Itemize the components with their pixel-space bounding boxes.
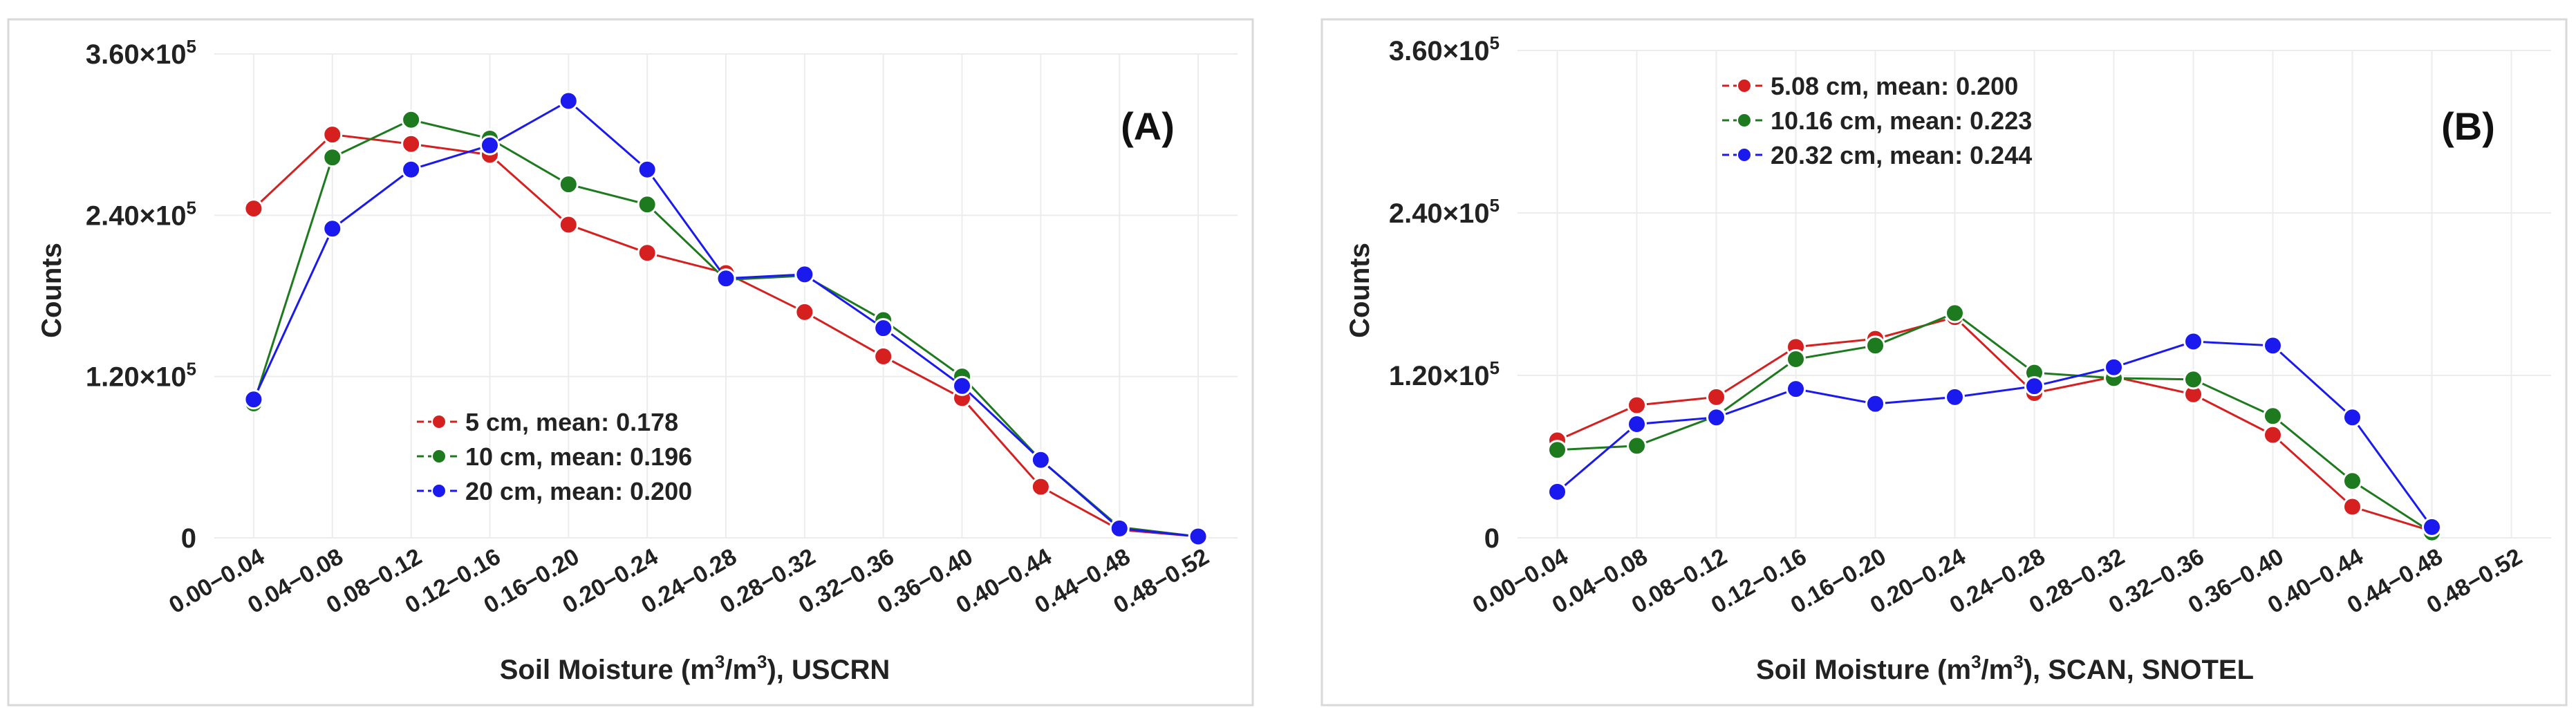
panel-a-series-2-point	[401, 159, 422, 180]
panel-a-series-2-point	[952, 375, 973, 396]
panel-a-series-2-point	[322, 218, 343, 239]
panel-b: (B) Counts Soil Moisture (m3/m3), SCAN, …	[1320, 18, 2568, 707]
panel-b-series-1-point	[1865, 335, 1885, 356]
panel-b-legend-label: 10.16 cm, mean: 0.223	[1771, 106, 2032, 135]
panel-b-series-2-point	[1706, 407, 1726, 428]
panel-b-legend-label: 20.32 cm, mean: 0.244	[1771, 141, 2032, 169]
panel-a-series-2-point	[637, 159, 657, 180]
panel-b-series-2-point	[2104, 357, 2124, 377]
panel-a-series-2-point	[873, 318, 894, 339]
panel-b-y-tick-label: 1.20×105	[1389, 357, 1500, 391]
panel-a-series-0-point	[794, 301, 815, 322]
panel-b-series-0-point	[1627, 395, 1647, 415]
panel-a-series-1-point	[322, 147, 343, 168]
panel-b-series-2-point	[2183, 331, 2203, 352]
panel-b-series-2-point	[1945, 386, 1965, 407]
panel-b-y-tick-label: 0	[1484, 523, 1500, 554]
panel-a-series-0-point	[401, 133, 422, 154]
panel-b-series-line-2	[1556, 340, 2433, 528]
panel-b-series-2-point	[2342, 407, 2362, 428]
panel-b-label: (B)	[2441, 104, 2495, 148]
panel-b-series-1-point	[2183, 369, 2203, 390]
panel-b-legend: 5.08 cm, mean: 0.200 10.16 cm, mean: 0.22…	[1722, 72, 2032, 169]
panel-a-series-2-point	[243, 389, 264, 410]
panel-a-legend-marker	[431, 449, 447, 464]
panel-a-legend: 5 cm, mean: 0.178 10 cm, mean: 0.196 20 cm…	[417, 408, 692, 505]
panel-b-frame	[1320, 18, 2568, 707]
panel-b-series-1-point	[1547, 440, 1567, 460]
panel-a-y-tick-label: 0	[181, 523, 196, 554]
panel-a-x-axis-title: Soil Moisture (m3/m3), USCRN	[500, 651, 890, 685]
panel-a-series-2-point	[716, 268, 736, 289]
panel-a-series-1-point	[401, 109, 422, 130]
panel-b-y-tick-label: 3.60×105	[1389, 32, 1500, 66]
panel-b-series-2-point	[1547, 481, 1567, 502]
panel-b-series-2-point	[2263, 335, 2283, 356]
panel-b-series-2-point	[1786, 379, 1806, 400]
panel-a-series-2-point	[1109, 518, 1130, 539]
panel-a-series-2-point	[1188, 526, 1208, 547]
panel-a-series-0-point	[243, 198, 264, 219]
panel-b-series-2-point	[1627, 414, 1647, 434]
panel-b-x-axis-title: Soil Moisture (m3/m3), SCAN, SNOTEL	[1756, 651, 2254, 685]
panel-a-series-0-point	[873, 346, 894, 366]
panel-b-series-1-point	[1627, 436, 1647, 456]
panel-a-series-1-point	[637, 194, 657, 215]
panel-b-series-2-point	[2422, 516, 2442, 537]
panel-b-y-tick-label: 2.40×105	[1389, 195, 1500, 229]
panel-a: (A) Counts Soil Moisture (m3/m3), USCRN …	[7, 18, 1254, 707]
panel-b-legend-marker	[1737, 113, 1752, 128]
panel-b-y-axis-title: Counts	[1345, 243, 1375, 338]
panel-a-series-2-point	[558, 91, 579, 111]
panel-a-legend-label: 20 cm, mean: 0.200	[465, 477, 692, 505]
panel-b-series-0-point	[2342, 496, 2362, 517]
panel-b-series-1-point	[1786, 349, 1806, 369]
panel-b-series-0-point	[2263, 424, 2283, 445]
panel-b-series-1-point	[2263, 406, 2283, 427]
panel-a-legend-marker	[431, 483, 447, 498]
panel-a-series-2-point	[1030, 449, 1051, 470]
panel-a-y-axis-title: Counts	[37, 243, 67, 338]
panel-a-series-2-point	[794, 264, 815, 285]
panel-a-legend-label: 5 cm, mean: 0.178	[465, 408, 678, 436]
panel-b-series-0-point	[1706, 386, 1726, 407]
panel-a-series-2-point	[479, 135, 500, 156]
panel-b-series-2-point	[1865, 393, 1885, 414]
panel-a-y-tick-label: 1.20×105	[86, 359, 196, 393]
panel-a-y-tick-label: 2.40×105	[86, 197, 196, 231]
panel-b-series-1-point	[1945, 303, 1965, 324]
panel-b-series-line-0	[1556, 316, 2432, 532]
panel-a-legend-label: 10 cm, mean: 0.196	[465, 442, 692, 471]
panel-b-series-1-point	[2342, 471, 2362, 492]
panel-a-label: (A)	[1121, 104, 1175, 148]
panel-a-legend-marker	[431, 414, 447, 429]
panel-b-legend-marker	[1737, 78, 1752, 93]
panel-a-series-1-point	[558, 174, 579, 195]
panel-a-series-0-point	[637, 243, 657, 263]
panel-a-y-tick-label: 3.60×105	[86, 36, 196, 70]
panel-a-series-0-point	[558, 214, 579, 235]
panel-b-legend-label: 5.08 cm, mean: 0.200	[1771, 72, 2018, 100]
panel-b-series-line-1	[1557, 312, 2433, 534]
panel-b-legend-marker	[1737, 147, 1752, 162]
panel-a-series-0-point	[1030, 476, 1051, 497]
panel-a-frame	[7, 18, 1254, 707]
panel-a-series-0-point	[322, 124, 343, 145]
panel-b-series-2-point	[2024, 376, 2044, 397]
